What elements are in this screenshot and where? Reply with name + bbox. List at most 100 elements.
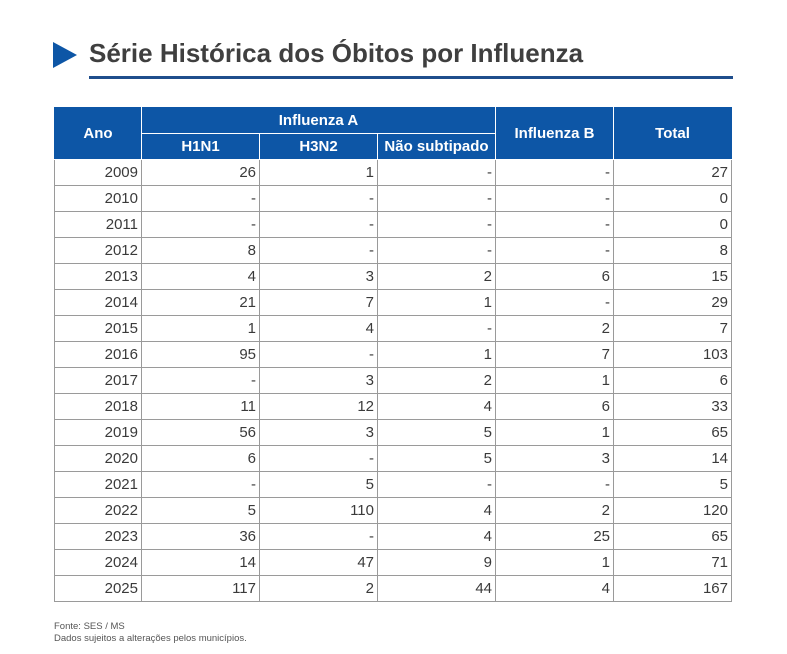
value-cell: 7 xyxy=(259,289,378,316)
year-cell: 2013 xyxy=(54,263,142,290)
value-cell: 1 xyxy=(495,367,614,394)
value-cell: 3 xyxy=(495,445,614,472)
value-cell: 8 xyxy=(141,237,260,264)
year-cell: 2017 xyxy=(54,367,142,394)
table-row: 2012 8- - -8 xyxy=(54,237,732,264)
value-cell: 6 xyxy=(613,367,732,394)
year-cell: 2018 xyxy=(54,393,142,420)
value-cell: - xyxy=(377,185,496,212)
year-cell: 2021 xyxy=(54,471,142,498)
value-cell: 15 xyxy=(613,263,732,290)
column-header-ano: Ano xyxy=(54,107,142,160)
table-row: 2015 1 4-2 7 xyxy=(54,315,732,342)
value-cell: 3 xyxy=(259,263,378,290)
value-cell: 2 xyxy=(377,367,496,394)
value-cell: 6 xyxy=(141,445,260,472)
arrow-right-icon xyxy=(53,42,77,68)
table-row: 2018 11 12 4 6 33 xyxy=(54,393,732,420)
value-cell: 8 xyxy=(613,237,732,264)
value-cell: 1 xyxy=(377,289,496,316)
value-cell: 1 xyxy=(141,315,260,342)
value-cell: 0 xyxy=(613,211,732,238)
value-cell: 5 xyxy=(613,471,732,498)
value-cell: 47 xyxy=(259,549,378,576)
table-row: 2025 117 2 44 4 167 xyxy=(54,575,732,602)
value-cell: 103 xyxy=(613,341,732,368)
year-cell: 2010 xyxy=(54,185,142,212)
source-note: Fonte: SES / MS xyxy=(54,621,125,632)
value-cell: 26 xyxy=(141,159,260,186)
value-cell: 7 xyxy=(613,315,732,342)
value-cell: 4 xyxy=(259,315,378,342)
value-cell: - xyxy=(377,471,496,498)
column-group-influenza-a: Influenza A xyxy=(141,107,496,134)
value-cell: 21 xyxy=(141,289,260,316)
value-cell: 14 xyxy=(613,445,732,472)
value-cell: - xyxy=(259,523,378,550)
value-cell: 5 xyxy=(377,419,496,446)
value-cell: - xyxy=(259,341,378,368)
value-cell: 1 xyxy=(495,549,614,576)
table-row: 2010- - - -0 xyxy=(54,185,732,212)
table-row: 2021-5- -5 xyxy=(54,471,732,498)
value-cell: - xyxy=(495,159,614,186)
table-row: 2016 95-1 7 103 xyxy=(54,341,732,368)
value-cell: 14 xyxy=(141,549,260,576)
value-cell: 95 xyxy=(141,341,260,368)
value-cell: 0 xyxy=(613,185,732,212)
value-cell: 6 xyxy=(495,393,614,420)
table-row: 2009 26 1- -27 xyxy=(54,159,732,186)
table-row: 2014 21 7 1-29 xyxy=(54,289,732,316)
value-cell: 7 xyxy=(495,341,614,368)
header-row-top: Ano Influenza A Influenza B Total xyxy=(54,107,732,160)
year-cell: 2014 xyxy=(54,289,142,316)
year-cell: 2019 xyxy=(54,419,142,446)
value-cell: 4 xyxy=(377,393,496,420)
value-cell: 27 xyxy=(613,159,732,186)
value-cell: 5 xyxy=(259,471,378,498)
value-cell: 110 xyxy=(259,497,378,524)
year-cell: 2023 xyxy=(54,523,142,550)
year-cell: 2009 xyxy=(54,159,142,186)
value-cell: - xyxy=(141,367,260,394)
header-row-sub: H1N1 H3N2 Não subtipado xyxy=(55,133,732,160)
table-row: 2023 36-4 25 65 xyxy=(54,523,732,550)
column-header-nao-subtipado: Não subtipado xyxy=(377,133,496,160)
value-cell: - xyxy=(259,185,378,212)
value-cell: 71 xyxy=(613,549,732,576)
value-cell: 56 xyxy=(141,419,260,446)
value-cell: - xyxy=(141,211,260,238)
value-cell: 3 xyxy=(259,367,378,394)
value-cell: 1 xyxy=(495,419,614,446)
value-cell: 65 xyxy=(613,523,732,550)
footnotes: Fonte: SES / MS Dados sujeitos a alteraç… xyxy=(54,621,247,645)
value-cell: 2 xyxy=(259,575,378,602)
table-row: 2013 4 3 2 6 15 xyxy=(54,263,732,290)
value-cell: - xyxy=(259,211,378,238)
value-cell: 44 xyxy=(377,575,496,602)
value-cell: 65 xyxy=(613,419,732,446)
value-cell: 6 xyxy=(495,263,614,290)
value-cell: 29 xyxy=(613,289,732,316)
year-cell: 2011 xyxy=(54,211,142,238)
value-cell: - xyxy=(377,211,496,238)
value-cell: 117 xyxy=(141,575,260,602)
title-underline xyxy=(89,76,733,79)
value-cell: 1 xyxy=(377,341,496,368)
value-cell: 36 xyxy=(141,523,260,550)
value-cell: - xyxy=(377,237,496,264)
year-cell: 2016 xyxy=(54,341,142,368)
year-cell: 2020 xyxy=(54,445,142,472)
value-cell: 1 xyxy=(259,159,378,186)
value-cell: - xyxy=(495,185,614,212)
value-cell: 25 xyxy=(495,523,614,550)
value-cell: 167 xyxy=(613,575,732,602)
value-cell: 5 xyxy=(377,445,496,472)
table-row: 2019 56 3 5 1 65 xyxy=(54,419,732,446)
value-cell: - xyxy=(141,471,260,498)
value-cell: 9 xyxy=(377,549,496,576)
column-header-h3n2: H3N2 xyxy=(259,133,378,160)
column-header-h1n1: H1N1 xyxy=(141,133,260,160)
year-cell: 2012 xyxy=(54,237,142,264)
disclaimer-note: Dados sujeitos a alterações pelos municí… xyxy=(54,633,247,644)
